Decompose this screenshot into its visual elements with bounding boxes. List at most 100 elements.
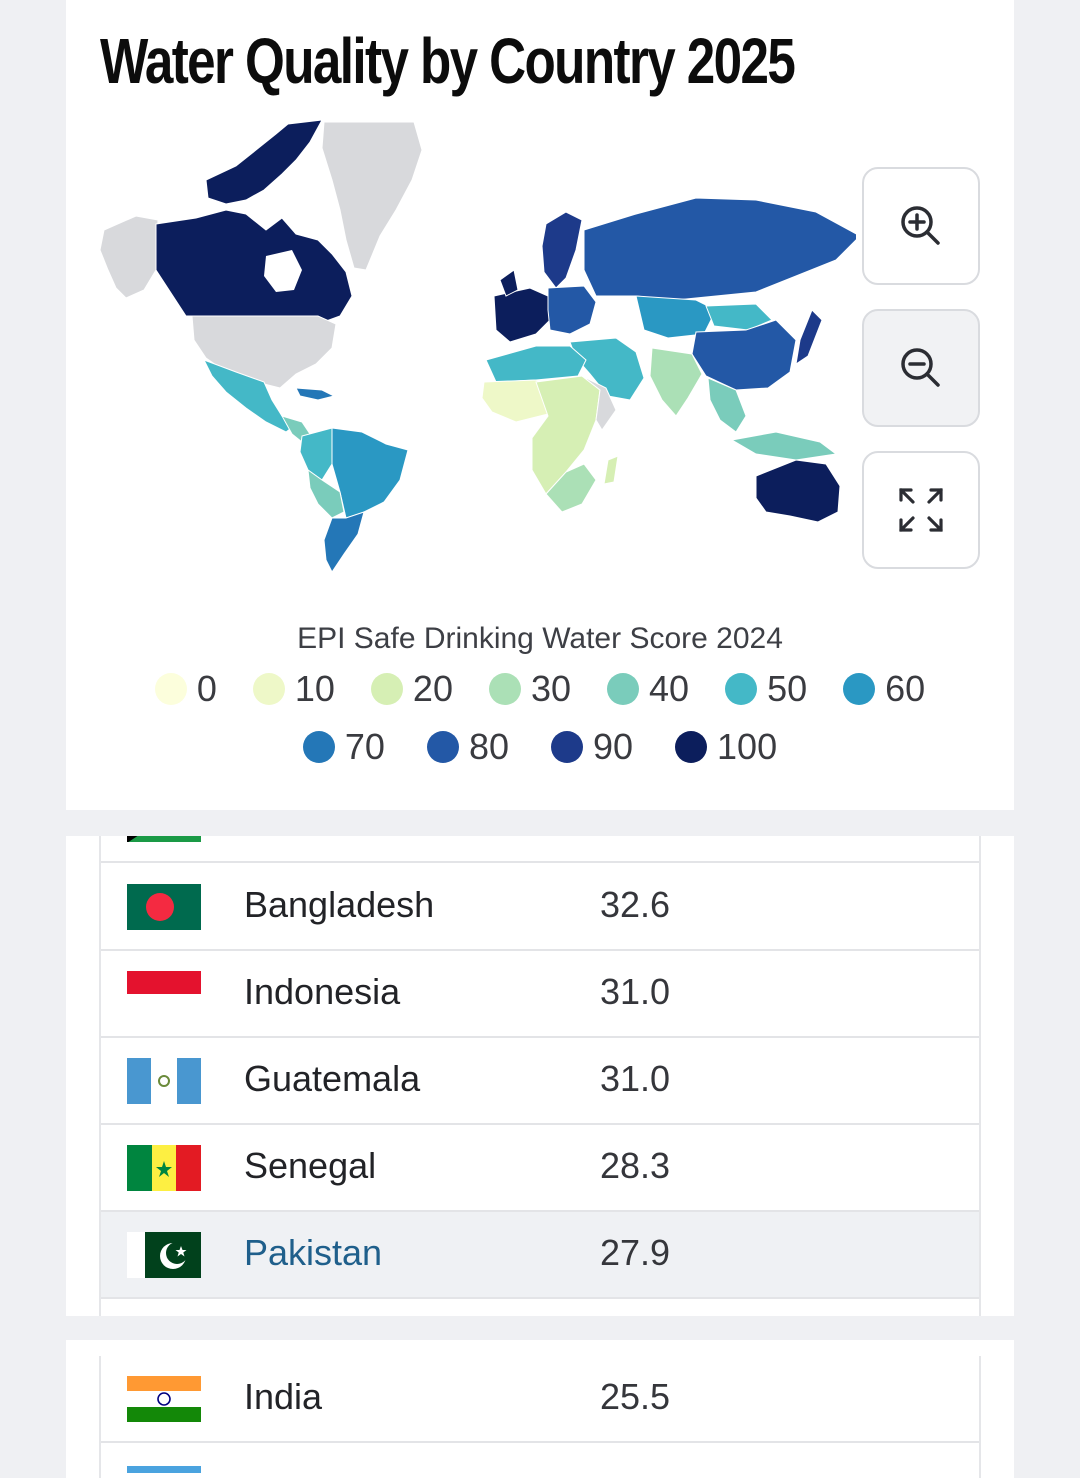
map-region-peru-bolivia[interactable] — [307, 468, 345, 519]
legend-label: 100 — [717, 726, 778, 767]
legend-item: 20 — [370, 668, 453, 710]
legend-item: 90 — [550, 726, 634, 768]
legend-item: 70 — [302, 726, 385, 768]
zoom-in-icon — [901, 206, 940, 245]
legend-swatch — [843, 673, 876, 705]
legend-item: 50 — [725, 668, 807, 710]
table-row[interactable]: Pakistan 27.9 — [101, 1212, 979, 1299]
legend-label: 90 — [592, 726, 634, 767]
legend-item: 0 — [154, 668, 217, 710]
ranking-table-card: India 25.5 — [66, 1340, 1014, 1478]
map-region-greenland[interactable] — [321, 121, 423, 271]
legend-swatch — [725, 673, 758, 705]
ranking-table: India 25.5 — [99, 1356, 981, 1478]
legend-label: 80 — [468, 726, 509, 767]
legend-label: 20 — [412, 668, 453, 709]
table-row[interactable]: Indonesia 31.0 — [101, 951, 979, 1038]
map-region-caribbean[interactable] — [295, 387, 336, 401]
country-name: Bangladesh — [244, 884, 435, 925]
map-region-australia[interactable] — [755, 459, 841, 523]
map-region-indonesia[interactable] — [730, 431, 838, 461]
legend-label: 50 — [767, 668, 808, 709]
table-row[interactable]: Senegal 28.3 — [101, 1125, 979, 1212]
legend-swatch — [426, 731, 459, 763]
legend-swatch — [675, 731, 708, 763]
country-name: Guatemala — [244, 1058, 421, 1099]
table-row-partial — [101, 836, 979, 863]
fullscreen-button[interactable] — [862, 451, 980, 569]
map-region-canada-islands[interactable] — [205, 120, 323, 205]
map-region-argentina-chile[interactable] — [323, 511, 365, 573]
map-region-uk[interactable] — [499, 269, 519, 297]
pakistan-flag — [127, 1232, 201, 1278]
legend-item: 100 — [675, 726, 777, 768]
partial-flag — [127, 1463, 201, 1473]
legend-swatch — [370, 673, 403, 705]
score-value: 31.0 — [600, 1058, 671, 1099]
bangladesh-flag — [127, 884, 201, 930]
score-value: 25.5 — [600, 1376, 671, 1417]
map-region-india[interactable] — [649, 347, 703, 417]
legend-item: 10 — [252, 668, 335, 710]
map-region-canada[interactable] — [155, 209, 353, 325]
map-region-brazil[interactable] — [331, 427, 409, 519]
score-value: 31.0 — [600, 971, 671, 1012]
score-value: 27.9 — [600, 1232, 671, 1273]
score-value: 32.6 — [600, 884, 671, 925]
map-region-russia[interactable] — [583, 197, 856, 301]
table-row[interactable]: Guatemala 31.0 — [101, 1038, 979, 1125]
table-row[interactable]: Bangladesh 32.6 — [101, 864, 979, 951]
country-name: India — [244, 1376, 323, 1417]
page-title: Water Quality by Country 2025 — [100, 25, 796, 97]
legend-swatch — [302, 731, 335, 763]
indonesia-flag — [127, 971, 201, 1017]
map-region-western-europe[interactable] — [493, 287, 551, 343]
legend-label: 10 — [294, 668, 335, 709]
legend-label: 30 — [530, 668, 572, 709]
legend-label: 40 — [649, 668, 690, 709]
table-row[interactable]: India 25.5 — [101, 1356, 979, 1443]
score-value: 28.3 — [600, 1145, 671, 1186]
legend-item: 30 — [488, 668, 572, 710]
country-name[interactable]: Pakistan — [244, 1232, 383, 1273]
map-region-japan[interactable] — [795, 309, 823, 366]
map-region-central-europe[interactable] — [547, 285, 597, 335]
map-region-china[interactable] — [691, 319, 797, 391]
map-region-northern-andes[interactable] — [299, 427, 333, 481]
map-region-southern-africa[interactable] — [545, 463, 597, 513]
country-name: Senegal — [244, 1145, 377, 1186]
world-choropleth-map[interactable] — [96, 120, 856, 580]
zoom-out-icon — [901, 348, 940, 387]
fullscreen-icon — [899, 488, 943, 532]
legend-label: 0 — [196, 668, 217, 709]
zoom-in-button[interactable] — [862, 167, 980, 285]
map-region-north-africa[interactable] — [485, 345, 587, 383]
legend-item: 60 — [843, 668, 925, 710]
map-card: Water Quality by Country 2025 — [66, 0, 1014, 810]
legend-row: 70 80 90 100 — [66, 726, 1014, 768]
legend-swatch — [488, 673, 521, 705]
legend-swatch — [607, 673, 640, 705]
country-name: Indonesia — [244, 971, 401, 1012]
legend-row: 0 10 20 30 40 50 60 — [66, 668, 1014, 710]
legend-swatch — [154, 673, 187, 705]
legend-label: 70 — [344, 726, 385, 767]
legend-title: EPI Safe Drinking Water Score 2024 — [297, 622, 783, 655]
map-region-southeast-asia[interactable] — [707, 377, 747, 433]
legend-label: 60 — [885, 668, 926, 709]
table-row-partial — [101, 1443, 979, 1478]
partial-flag — [127, 836, 201, 842]
map-region-scandinavia[interactable] — [541, 211, 583, 289]
zoom-out-button[interactable] — [862, 309, 980, 427]
legend-item: 40 — [607, 668, 689, 710]
map-region-alaska[interactable] — [99, 215, 159, 299]
legend-item: 80 — [426, 726, 509, 768]
senegal-flag — [127, 1145, 201, 1191]
legend-swatch — [252, 673, 285, 705]
ranking-table: Bangladesh 32.6 Indonesia 31.0 Guatemala 31.0… — [99, 836, 981, 1316]
ranking-table-card: Bangladesh 32.6 Indonesia 31.0 Guatemala 31.0… — [66, 836, 1014, 1316]
map-region-madagascar[interactable] — [603, 455, 619, 485]
map-region-east-africa[interactable] — [581, 375, 617, 431]
legend-swatch — [550, 731, 583, 763]
guatemala-flag — [127, 1058, 201, 1104]
